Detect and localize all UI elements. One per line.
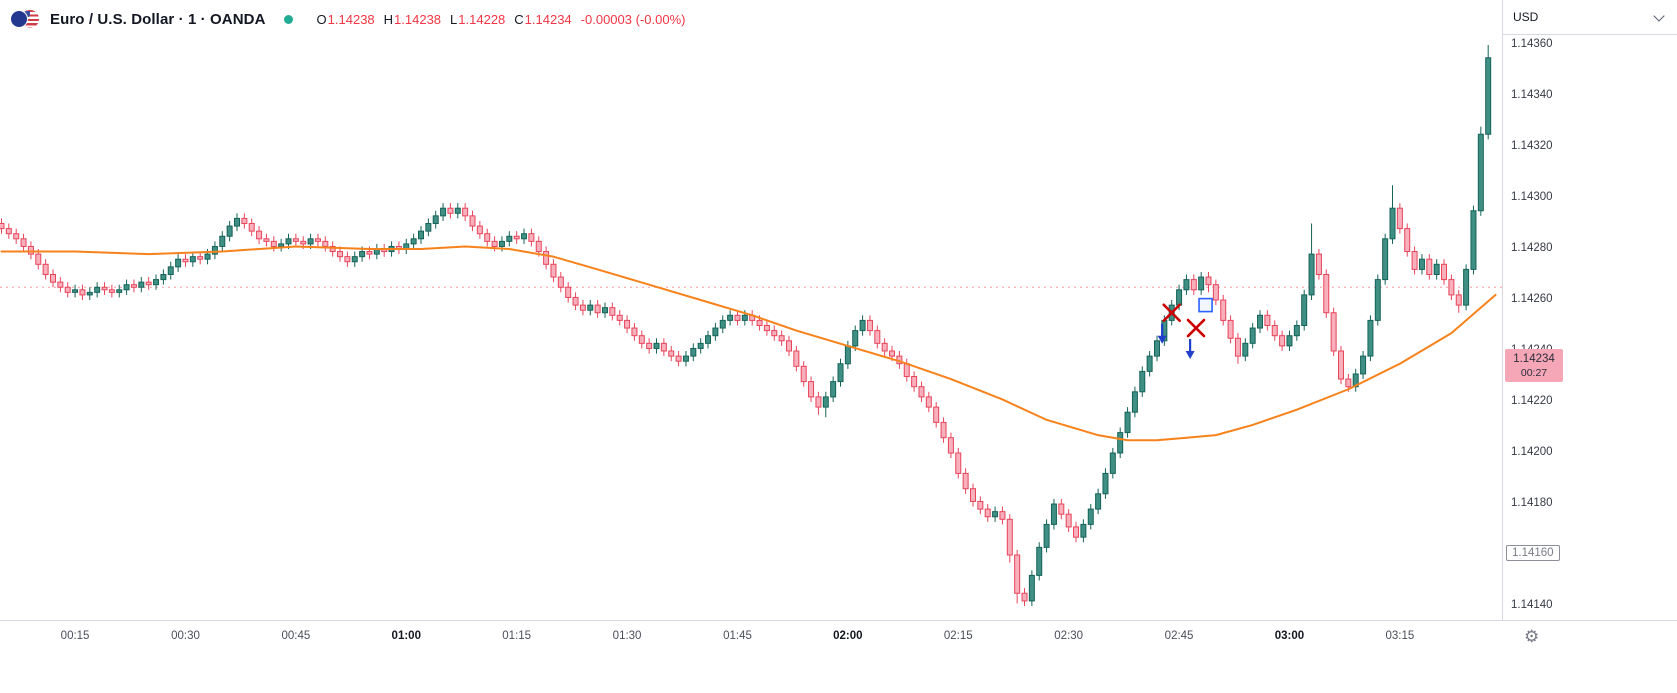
- time-axis[interactable]: 00:15 00:30 00:45 01:00 01:15 01:30 01:45 02:00…: [0, 620, 1677, 693]
- low-key: L: [450, 11, 458, 27]
- drawing-marker-cross[interactable]: [1186, 318, 1206, 338]
- ohlc-readout: O 1.14238 H 1.14238 L 1.14228 C 1.14234 -0.0…: [317, 12, 686, 27]
- time-tick-label: 01:30: [612, 630, 642, 642]
- time-tick-label: 01:45: [723, 630, 752, 642]
- high-value: 1.14238: [394, 11, 442, 27]
- price-tick-label: 1.14360: [1511, 38, 1553, 50]
- time-tick-label: 00:45: [281, 630, 311, 642]
- time-tick-label: 01:15: [502, 630, 532, 642]
- last-price-value: 1.14234: [1513, 353, 1555, 366]
- eur-flag-icon: [10, 10, 28, 28]
- time-tick-label: 00:30: [171, 630, 200, 642]
- time-tick-label: 01:00: [391, 630, 421, 642]
- price-tick-label: 1.14300: [1511, 191, 1553, 203]
- price-axis[interactable]: USD 1.14360 1.14340 1.14320 1.14300 1.14280 1…: [1502, 0, 1677, 693]
- open-value: 1.14238: [327, 11, 375, 27]
- market-open-dot-icon: [283, 14, 293, 24]
- last-price-label: 1.14234 00:27: [1505, 349, 1563, 383]
- drawing-marker-arrow-down[interactable]: [1185, 339, 1195, 359]
- time-tick-label: 02:30: [1054, 630, 1084, 642]
- currency-label: USD: [1513, 10, 1539, 24]
- chart-canvas[interactable]: [0, 0, 1502, 620]
- price-tick-label: 1.14260: [1511, 293, 1553, 305]
- price-alert-label[interactable]: 1.14160: [1506, 545, 1560, 561]
- time-tick-label: 02:45: [1164, 630, 1194, 642]
- price-tick-label: 1.14280: [1511, 242, 1553, 254]
- time-tick-label: 03:15: [1385, 630, 1415, 642]
- price-tick-label: 1.14180: [1511, 497, 1553, 509]
- price-tick-label: 1.14140: [1511, 599, 1553, 611]
- change-value: -0.00003 (-0.00%): [580, 11, 686, 27]
- symbol-legend: Euro / U.S. Dollar · 1 · OANDA O 1.14238 …: [10, 9, 685, 29]
- chevron-down-icon: [1653, 9, 1665, 22]
- time-tick-label: 02:15: [943, 630, 973, 642]
- close-key: C: [514, 11, 524, 27]
- time-tick-label: 02:00: [833, 630, 863, 642]
- price-tick-label: 1.14320: [1511, 140, 1553, 152]
- symbol-pair-logo-icon: [10, 9, 40, 29]
- time-axis-settings-gear-icon[interactable]: ⚙: [1524, 627, 1540, 646]
- drawing-marker-square[interactable]: [1198, 297, 1213, 313]
- bar-countdown: 00:27: [1520, 367, 1548, 380]
- close-value: 1.14234: [524, 11, 572, 27]
- low-value: 1.14228: [458, 11, 506, 27]
- ma-line[interactable]: [0, 245, 1497, 442]
- price-tick-label: 1.14200: [1511, 446, 1553, 458]
- candles-layer: [0, 45, 1492, 606]
- open-key: O: [316, 11, 327, 27]
- time-tick-label: 03:00: [1274, 630, 1305, 642]
- currency-selector[interactable]: USD: [1503, 0, 1677, 35]
- high-key: H: [383, 11, 394, 27]
- drawing-marker-arrow-down[interactable]: [1157, 323, 1167, 344]
- price-tick-label: 1.14340: [1511, 89, 1553, 101]
- price-tick-label: 1.14220: [1511, 395, 1553, 407]
- drawing-marker-cross[interactable]: [1162, 303, 1182, 323]
- symbol-title[interactable]: Euro / U.S. Dollar · 1 · OANDA: [50, 10, 266, 28]
- time-tick-label: 00:15: [60, 630, 90, 642]
